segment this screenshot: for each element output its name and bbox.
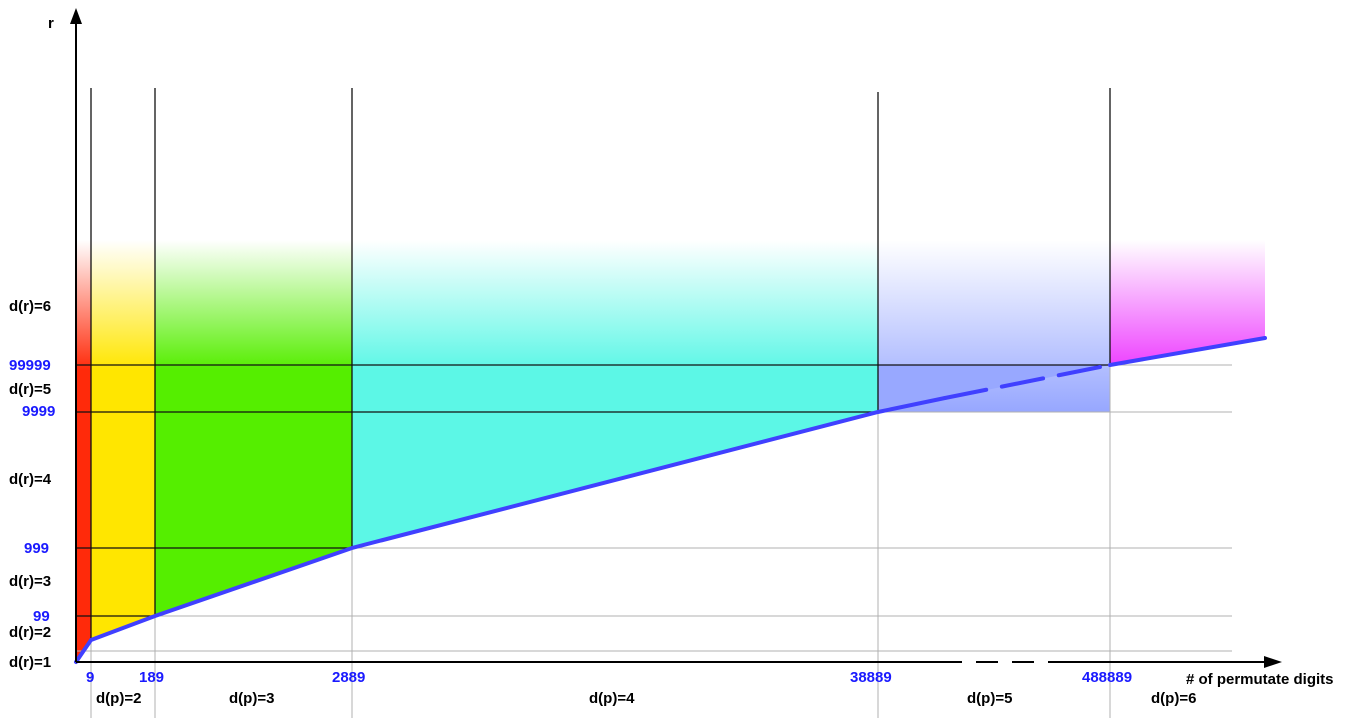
y-tick-labels: 99 999 9999 99999 [9,357,55,625]
y-axis-arrow-icon [70,8,82,24]
region-cyan [352,370,878,548]
y-axis-label: r [48,15,54,32]
dr-labels: d(r)=1 d(r)=2 d(r)=3 d(r)=4 d(r)=5 d(r)=… [9,298,52,671]
x-axis-arrow-icon [1264,656,1282,668]
dr-label: d(r)=3 [9,573,51,590]
region-green [155,370,352,616]
growth-curve [74,336,1267,664]
dp-label: d(p)=2 [96,690,141,707]
vertical-black-lines [90,88,1111,640]
region-red [76,370,91,662]
dr-label: d(r)=4 [9,471,52,488]
region-green-fade [155,240,352,370]
x-tick-label: 488889 [1082,669,1132,686]
y-tick-label: 99 [33,608,50,625]
dr-label: d(r)=1 [9,654,51,671]
y-tick-label: 999 [24,540,49,557]
y-tick-label: 99999 [9,357,51,374]
dr-label: d(r)=5 [9,381,51,398]
axes [70,8,1282,668]
x-tick-label: 9 [86,669,94,686]
dp-label: d(p)=5 [967,690,1012,707]
x-tick-label: 189 [139,669,164,686]
curve-segment-tail [1108,336,1267,367]
dp-label: d(p)=6 [1151,690,1196,707]
x-tick-label: 2889 [332,669,365,686]
region-cyan-fade [352,240,878,370]
region-yellow-fade [91,240,155,370]
curve-segment-dashed [943,363,1112,400]
curve-segment-solid [74,396,947,664]
horizontal-black-lines [76,364,1110,617]
dp-label: d(p)=4 [589,690,635,707]
dp-label: d(p)=3 [229,690,274,707]
region-red-fade [76,240,91,370]
y-tick-label: 9999 [22,403,55,420]
dp-labels: d(p)=2 d(p)=3 d(p)=4 d(p)=5 d(p)=6 [96,690,1196,707]
x-tick-labels: 9 189 2889 38889 488889 [86,669,1132,686]
x-axis-label: # of permutate digits [1186,671,1334,688]
vertical-grid [90,365,1111,718]
dr-label: d(r)=2 [9,624,51,641]
dr-label: d(r)=6 [9,298,51,315]
region-magenta-fade [1110,240,1265,365]
region-yellow [91,370,155,640]
x-tick-label: 38889 [850,669,892,686]
